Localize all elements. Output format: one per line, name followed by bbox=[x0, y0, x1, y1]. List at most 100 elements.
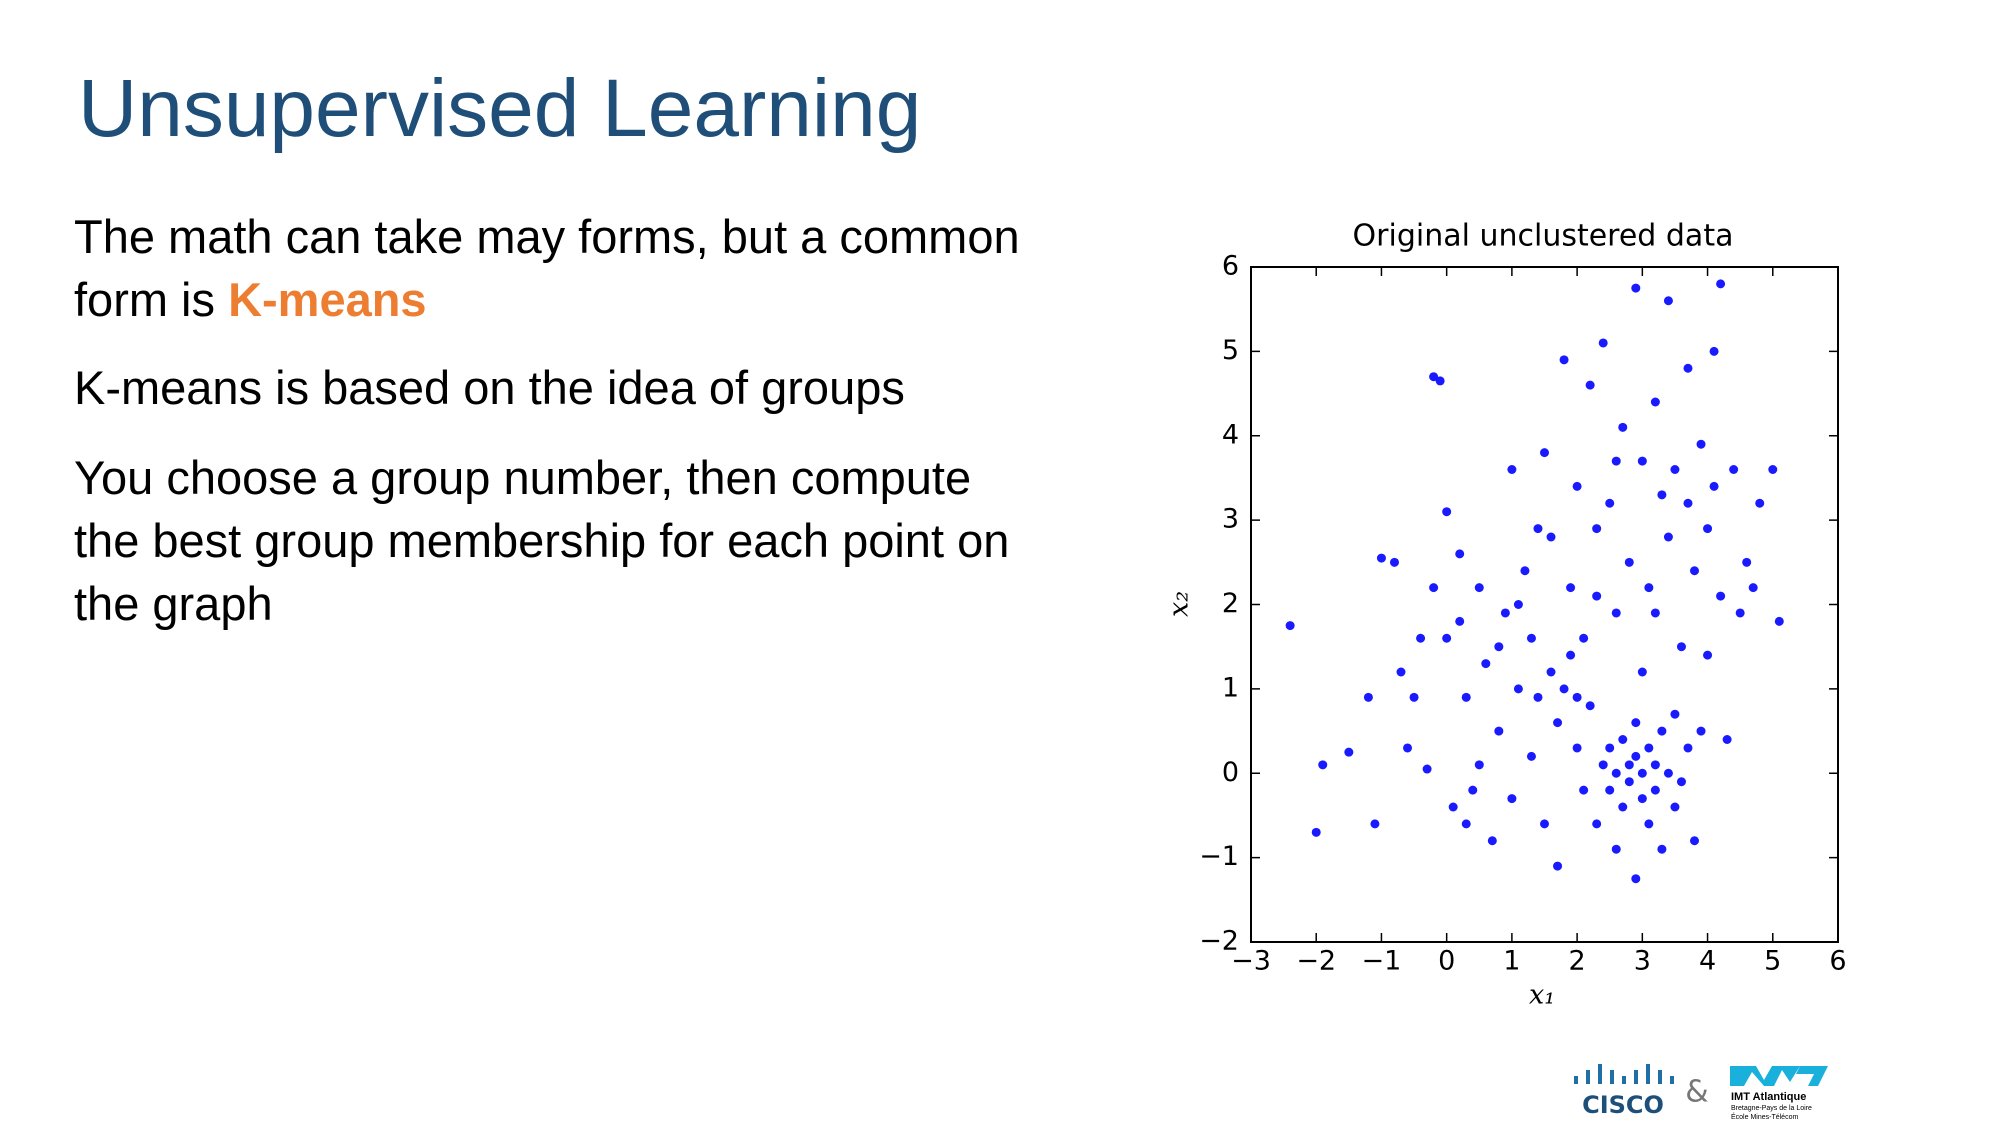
point bbox=[1429, 372, 1439, 382]
point bbox=[1670, 709, 1680, 719]
point bbox=[1631, 283, 1641, 293]
point bbox=[1592, 524, 1602, 534]
point bbox=[1566, 583, 1576, 593]
point bbox=[1598, 338, 1608, 348]
point bbox=[1579, 633, 1589, 643]
x-tick-label: 2 bbox=[1569, 946, 1586, 977]
point bbox=[1605, 785, 1615, 795]
imt-line: École Mines-Télécom bbox=[1731, 1112, 1798, 1121]
point bbox=[1618, 422, 1628, 432]
point bbox=[1605, 498, 1615, 508]
point bbox=[1559, 684, 1569, 694]
point bbox=[1585, 701, 1595, 711]
point bbox=[1435, 376, 1445, 386]
cisco-text: CISCO bbox=[1582, 1091, 1664, 1119]
point bbox=[1735, 608, 1745, 618]
point bbox=[1716, 591, 1726, 601]
point bbox=[1611, 768, 1621, 778]
y-tick-label: −2 bbox=[1199, 926, 1239, 957]
plot-frame bbox=[1250, 266, 1839, 943]
point bbox=[1670, 802, 1680, 812]
y-tick-label: 3 bbox=[1222, 504, 1239, 535]
point bbox=[1487, 836, 1497, 846]
point bbox=[1690, 566, 1700, 576]
point bbox=[1579, 785, 1589, 795]
point bbox=[1631, 718, 1641, 728]
x-tick-label: −3 bbox=[1231, 946, 1271, 977]
point bbox=[1526, 633, 1536, 643]
x-tick-label: 3 bbox=[1634, 946, 1651, 977]
point bbox=[1722, 735, 1732, 744]
point bbox=[1461, 692, 1471, 702]
point bbox=[1755, 498, 1765, 508]
point bbox=[1344, 747, 1354, 757]
point bbox=[1481, 659, 1491, 669]
chart-title: Original unclustered data bbox=[1353, 219, 1734, 254]
point bbox=[1546, 667, 1556, 677]
point bbox=[1703, 524, 1713, 534]
point bbox=[1494, 726, 1504, 736]
point bbox=[1709, 481, 1719, 491]
x-tick-label: 1 bbox=[1503, 946, 1520, 977]
point bbox=[1611, 844, 1621, 854]
point bbox=[1572, 743, 1582, 753]
bullet: K-means is based on the idea of groups bbox=[74, 361, 905, 414]
y-tick-label: −1 bbox=[1199, 841, 1239, 872]
point bbox=[1703, 650, 1713, 660]
point bbox=[1657, 844, 1667, 854]
point bbox=[1507, 465, 1517, 474]
x-tick-label: 5 bbox=[1764, 946, 1781, 977]
imt-logo bbox=[1730, 1066, 1828, 1086]
point bbox=[1650, 760, 1660, 770]
x-tick-label: 0 bbox=[1438, 946, 1455, 977]
point bbox=[1474, 760, 1484, 770]
point bbox=[1631, 874, 1641, 884]
point bbox=[1644, 819, 1654, 829]
point bbox=[1572, 692, 1582, 702]
point bbox=[1370, 819, 1380, 829]
point bbox=[1676, 642, 1686, 652]
point bbox=[1513, 600, 1523, 609]
y-tick-label: 1 bbox=[1222, 672, 1239, 703]
point bbox=[1768, 465, 1778, 474]
point bbox=[1285, 621, 1295, 631]
point bbox=[1683, 363, 1693, 373]
point bbox=[1429, 583, 1439, 593]
point bbox=[1650, 397, 1660, 407]
point bbox=[1774, 616, 1784, 626]
point bbox=[1618, 802, 1628, 812]
point bbox=[1448, 802, 1458, 812]
x-axis-label: x₁ bbox=[1529, 980, 1555, 1011]
imt-line: Bretagne-Pays de la Loire bbox=[1731, 1105, 1812, 1112]
point bbox=[1670, 465, 1680, 474]
point bbox=[1637, 768, 1647, 778]
point bbox=[1546, 532, 1556, 542]
y-tick-label: 2 bbox=[1222, 588, 1239, 619]
point bbox=[1566, 650, 1576, 660]
point bbox=[1553, 718, 1563, 728]
point bbox=[1533, 524, 1543, 534]
x-tick-label: −1 bbox=[1362, 946, 1402, 977]
point bbox=[1663, 532, 1673, 542]
point bbox=[1318, 760, 1328, 770]
y-tick-label: 6 bbox=[1222, 251, 1239, 282]
point bbox=[1442, 633, 1452, 643]
point bbox=[1611, 608, 1621, 618]
point bbox=[1592, 591, 1602, 601]
point bbox=[1729, 465, 1739, 474]
point bbox=[1716, 279, 1726, 289]
point bbox=[1461, 819, 1471, 829]
y-axis-label: x₂ bbox=[1164, 591, 1195, 617]
point bbox=[1690, 836, 1700, 846]
point bbox=[1624, 760, 1634, 770]
bullet: You choose a group number, then compute … bbox=[74, 451, 1010, 630]
point bbox=[1696, 726, 1706, 736]
x-tick-label: −2 bbox=[1296, 946, 1336, 977]
point bbox=[1696, 439, 1706, 449]
point bbox=[1637, 456, 1647, 466]
point bbox=[1494, 642, 1504, 652]
slide-title: Unsupervised Learning bbox=[78, 63, 922, 154]
point bbox=[1416, 633, 1426, 643]
point bbox=[1644, 743, 1654, 753]
